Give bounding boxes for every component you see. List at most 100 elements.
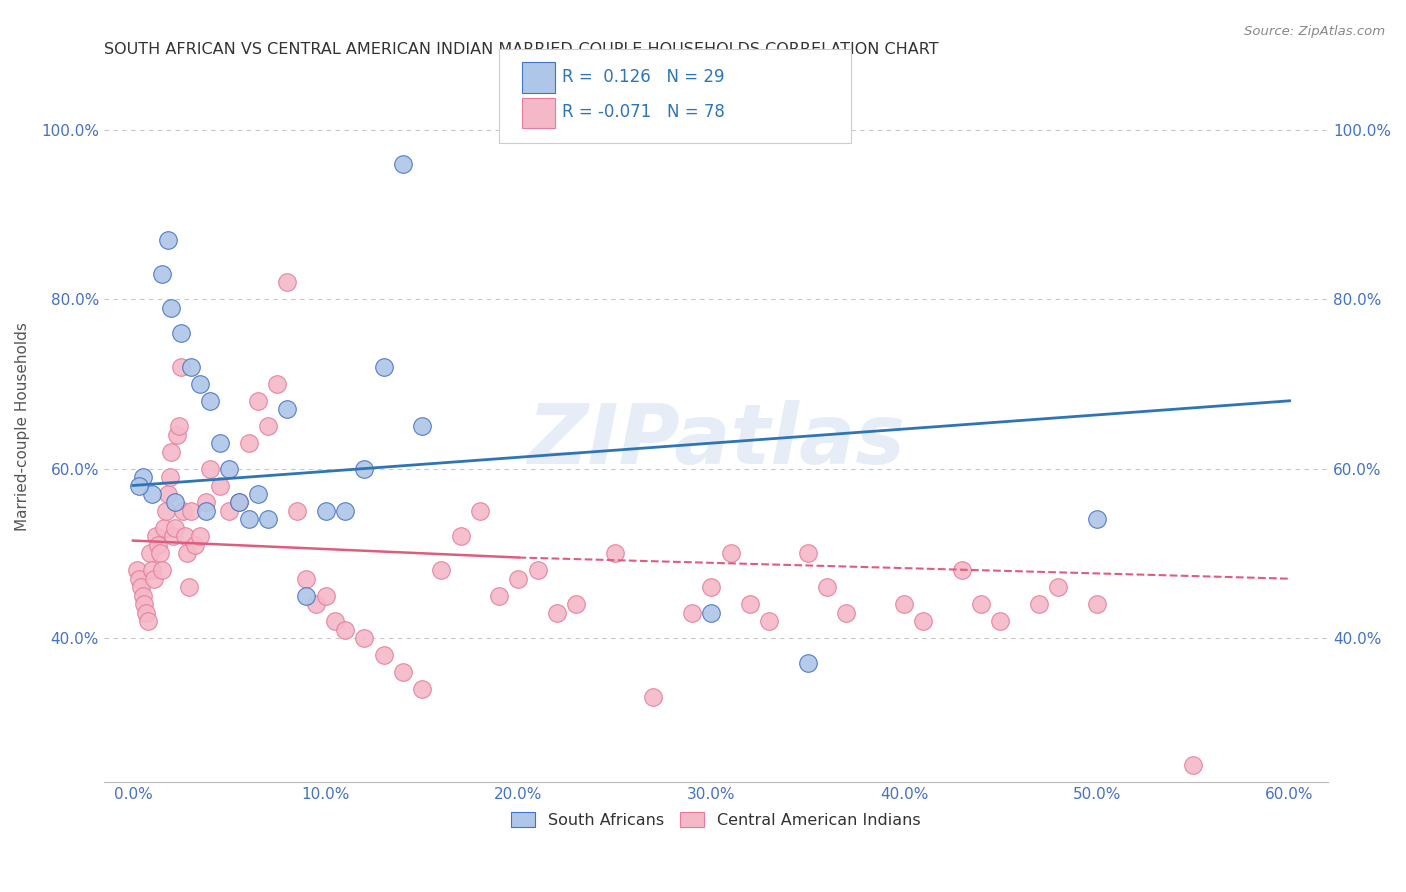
Point <box>165 521 187 535</box>
Point <box>256 512 278 526</box>
Point <box>1085 597 1108 611</box>
Point <box>129 580 152 594</box>
Point <box>128 478 150 492</box>
Point <box>391 665 413 679</box>
Point <box>146 538 169 552</box>
Point <box>893 597 915 611</box>
Point <box>155 504 177 518</box>
Point <box>135 606 157 620</box>
Point <box>238 512 260 526</box>
Point <box>218 504 240 518</box>
Point <box>700 580 723 594</box>
Point <box>468 504 491 518</box>
Point <box>139 546 162 560</box>
Point <box>150 267 173 281</box>
Point <box>156 487 179 501</box>
Point <box>160 301 183 315</box>
Point <box>198 461 221 475</box>
Point <box>391 156 413 170</box>
Point <box>190 529 212 543</box>
Point <box>170 326 193 340</box>
Point <box>152 521 174 535</box>
Point <box>143 572 166 586</box>
Point <box>198 393 221 408</box>
Point <box>488 589 510 603</box>
Point <box>720 546 742 560</box>
Point <box>180 359 202 374</box>
Point <box>315 589 337 603</box>
Point <box>128 572 150 586</box>
Point <box>738 597 761 611</box>
Point <box>990 614 1012 628</box>
Text: R = -0.071   N = 78: R = -0.071 N = 78 <box>562 103 725 121</box>
Point <box>134 597 156 611</box>
Point <box>167 419 190 434</box>
Point <box>177 580 200 594</box>
Point <box>796 546 818 560</box>
Point <box>295 589 318 603</box>
Point <box>411 419 433 434</box>
Point <box>373 359 395 374</box>
Point <box>165 495 187 509</box>
Point <box>333 504 356 518</box>
Point <box>758 614 780 628</box>
Point <box>228 495 250 509</box>
Point <box>159 470 181 484</box>
Point <box>162 529 184 543</box>
Point <box>141 487 163 501</box>
Point <box>643 690 665 705</box>
Point <box>125 563 148 577</box>
Point <box>131 470 153 484</box>
Point <box>136 614 159 628</box>
Point <box>305 597 328 611</box>
Point <box>508 572 530 586</box>
Point <box>156 233 179 247</box>
Point <box>603 546 626 560</box>
Point <box>141 563 163 577</box>
Point <box>430 563 453 577</box>
Point <box>681 606 703 620</box>
Point <box>353 461 375 475</box>
Point <box>183 538 205 552</box>
Point <box>526 563 548 577</box>
Point <box>195 504 218 518</box>
Point <box>1028 597 1050 611</box>
Legend: South Africans, Central American Indians: South Africans, Central American Indians <box>505 805 927 835</box>
Point <box>565 597 588 611</box>
Point <box>970 597 993 611</box>
Point <box>149 546 172 560</box>
Point <box>450 529 472 543</box>
Point <box>176 546 198 560</box>
Point <box>150 563 173 577</box>
Point <box>208 478 231 492</box>
Point <box>195 495 218 509</box>
Point <box>160 444 183 458</box>
Point <box>815 580 838 594</box>
Point <box>411 681 433 696</box>
Point <box>166 427 188 442</box>
Point <box>266 376 288 391</box>
Point <box>285 504 308 518</box>
Point <box>190 376 212 391</box>
Text: SOUTH AFRICAN VS CENTRAL AMERICAN INDIAN MARRIED-COUPLE HOUSEHOLDS CORRELATION C: SOUTH AFRICAN VS CENTRAL AMERICAN INDIAN… <box>104 42 939 57</box>
Point <box>228 495 250 509</box>
Point <box>950 563 973 577</box>
Point <box>170 359 193 374</box>
Point <box>295 572 318 586</box>
Point <box>700 606 723 620</box>
Point <box>373 648 395 662</box>
Point <box>1085 512 1108 526</box>
Point <box>796 657 818 671</box>
Point <box>1182 758 1205 772</box>
Point <box>276 402 298 417</box>
Point <box>323 614 346 628</box>
Point <box>353 631 375 645</box>
Point <box>256 419 278 434</box>
Point <box>172 504 194 518</box>
Text: ZIPatlas: ZIPatlas <box>527 400 905 481</box>
Point <box>180 504 202 518</box>
Point <box>131 589 153 603</box>
Point <box>276 275 298 289</box>
Point <box>208 436 231 450</box>
Y-axis label: Married-couple Households: Married-couple Households <box>15 322 30 531</box>
